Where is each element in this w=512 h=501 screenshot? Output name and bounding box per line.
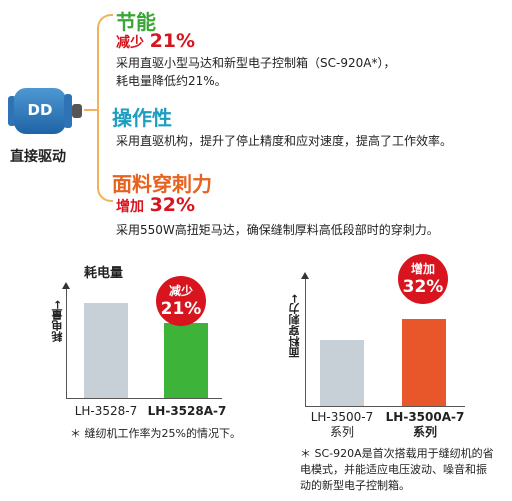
badge-line1: 减少: [168, 284, 193, 298]
chart1-note: ＊ 缝纫机工作率为25%的情况下。: [70, 427, 241, 440]
chart2-category: LH-3500-7 系列: [306, 410, 378, 440]
chart2-y-arrow-icon: [301, 272, 309, 279]
chart2-bar-lh3500-7: [320, 340, 364, 406]
chart2-ylabel: 面料穿刺力→: [287, 294, 303, 358]
badge-line2: 21%: [160, 299, 202, 319]
feature-desc-energy: 采用直驱小型马达和新型电子控制箱（SC-920A*）， 耗电量降低约21%。: [116, 54, 395, 90]
chart1-category: LH-3528-7: [74, 404, 138, 418]
badge-line1: 增加: [410, 262, 435, 276]
chart1-bar-lh3528a-7: [164, 323, 208, 398]
chart2-ylabel-text: 面料穿刺力: [288, 303, 301, 359]
sub-prefix: 减少: [116, 35, 144, 51]
chart1-title: 耗电量: [84, 266, 124, 281]
cat-line: LH-3500A-7: [385, 410, 465, 424]
feature-sub-energy: 减少 21%: [116, 30, 195, 52]
chart1-y-axis: [66, 288, 67, 398]
note-line: 动的新型电子控制箱。: [300, 479, 410, 492]
desc-line: 采用550W高扭矩马达，确保缝制厚料高低段部时的穿刺力。: [116, 223, 439, 237]
chart2-note: ＊ SC-920A是首次搭载用于缝纫机的省 电模式，并能适应电压波动、噪音和振 …: [300, 446, 494, 494]
feature-title-energy: 节能: [116, 10, 156, 34]
desc-line: 采用直驱小型马达和新型电子控制箱（SC-920A*），: [116, 56, 396, 70]
dd-motor-icon: DD: [4, 88, 84, 136]
chart1-y-arrow-icon: [62, 282, 70, 289]
motor-body: [14, 88, 66, 134]
sub-prefix: 增加: [116, 199, 144, 215]
arrow-icon: →: [51, 300, 64, 310]
chart1-bar-lh3528-7: [84, 303, 128, 398]
chart1-ylabel: 耗电量→: [50, 300, 66, 342]
desc-line: 采用直驱机构，提升了停止精度和应对速度，提高了工作效率。: [116, 134, 453, 148]
feature-sub-penetration: 增加 32%: [116, 194, 195, 216]
sub-value: 32%: [149, 194, 196, 216]
feature-bracket: [97, 14, 113, 202]
motor-badge-text: DD: [27, 101, 53, 119]
chart2-bar-lh3500a-7: [402, 319, 446, 406]
desc-line: 耗电量降低约21%。: [116, 74, 227, 88]
chart2-x-axis: [305, 406, 465, 407]
cat-line: 系列: [412, 425, 437, 439]
arrow-icon: →: [288, 294, 301, 304]
cat-line: 系列: [329, 425, 354, 439]
note-line: 电模式，并能适应电压波动、噪音和振: [300, 463, 487, 476]
chart2-badge: 增加 32%: [398, 254, 448, 304]
chart1-x-axis: [66, 398, 222, 399]
chart2-y-axis: [305, 278, 306, 406]
note-line: ＊ SC-920A是首次搭载用于缝纫机的省: [300, 447, 494, 460]
bracket-connector: [84, 109, 98, 111]
chart1-ylabel-text: 耗电量: [51, 309, 64, 343]
chart1-badge: 减少 21%: [156, 276, 206, 326]
motor-fin-right: [64, 94, 72, 128]
sub-value: 21%: [149, 30, 196, 52]
badge-line2: 32%: [402, 277, 444, 297]
motor-label: 直接驱动: [10, 149, 66, 165]
motor-fin-left: [8, 96, 16, 126]
cat-line: LH-3500-7: [310, 410, 374, 424]
feature-desc-penetration: 采用550W高扭矩马达，确保缝制厚料高低段部时的穿刺力。: [116, 221, 439, 239]
chart2-category: LH-3500A-7 系列: [382, 410, 468, 440]
feature-desc-operability: 采用直驱机构，提升了停止精度和应对速度，提高了工作效率。: [116, 132, 452, 150]
motor-shaft: [72, 104, 82, 118]
chart1-category: LH-3528A-7: [147, 404, 227, 418]
feature-title-operability: 操作性: [112, 106, 172, 130]
feature-title-penetration: 面料穿刺力: [112, 172, 212, 196]
